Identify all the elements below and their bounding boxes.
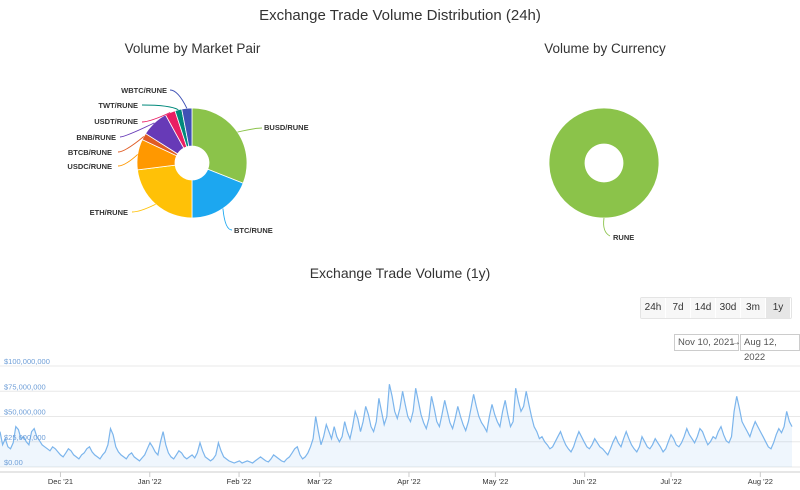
x-tick-label: Jan '22 [138, 477, 162, 486]
range-3m-button[interactable]: 3m [741, 298, 766, 318]
y-tick-label: $0.00 [4, 458, 23, 467]
x-tick-label: Aug '22 [748, 477, 773, 486]
x-tick-label: Mar '22 [307, 477, 332, 486]
date-arrow: → [731, 337, 741, 348]
range-30d-button[interactable]: 30d [716, 298, 741, 318]
x-tick-label: Jul '22 [660, 477, 681, 486]
range-selector: 24h 7d 14d 30d 3m 1y [640, 297, 792, 319]
y-tick-label: $50,000,000 [4, 408, 46, 417]
volume-line [0, 384, 793, 464]
date-from-input[interactable]: Nov 10, 2021 [674, 334, 739, 351]
page-title: Exchange Trade Volume Distribution (24h) [259, 7, 541, 24]
volume-area-fill [0, 384, 792, 467]
y-tick-label: $100,000,000 [4, 357, 50, 366]
currency-chart-title: Volume by Currency [544, 41, 666, 56]
range-1y-button[interactable]: 1y [766, 298, 791, 318]
x-tick-label: May '22 [482, 477, 508, 486]
x-tick-label: Dec '21 [48, 477, 73, 486]
range-7d-button[interactable]: 7d [666, 298, 691, 318]
x-tick-label: Feb '22 [227, 477, 252, 486]
pair-chart-title: Volume by Market Pair [124, 41, 261, 56]
y-tick-label: $75,000,000 [4, 382, 46, 391]
volume-chart-title: Exchange Trade Volume (1y) [309, 265, 491, 281]
y-tick-label: $25,000,000 [4, 433, 46, 442]
x-tick-label: Apr '22 [397, 477, 421, 486]
x-tick-label: Jun '22 [573, 477, 597, 486]
range-24h-button[interactable]: 24h [641, 298, 666, 318]
range-14d-button[interactable]: 14d [691, 298, 716, 318]
